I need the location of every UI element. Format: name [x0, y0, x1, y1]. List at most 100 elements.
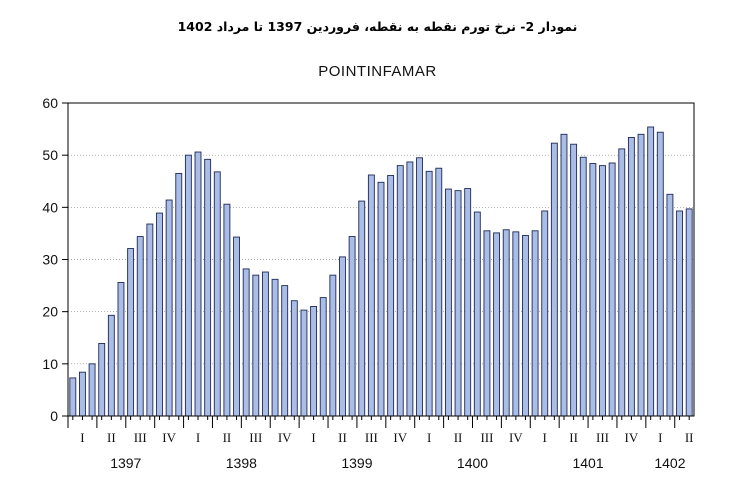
bar: [146, 223, 154, 417]
y-tick-label: 10: [42, 356, 58, 372]
bar: [156, 212, 163, 417]
bar: [454, 190, 462, 417]
year-label: 1397: [110, 455, 141, 471]
bar: [165, 199, 173, 417]
bar: [348, 236, 356, 417]
bar: [579, 156, 587, 417]
bar: [570, 143, 578, 417]
quarter-label: IV: [162, 430, 176, 445]
quarter-label: III: [480, 430, 493, 445]
quarter-label: IV: [278, 430, 292, 445]
bar: [656, 131, 664, 417]
bar: [88, 363, 96, 417]
quarter-label: IV: [509, 430, 523, 445]
page-title: نمودار 2- نرخ تورم نقطه به نقطه، فروردین…: [177, 19, 578, 34]
year-label: 1399: [341, 455, 372, 471]
quarter-label: III: [134, 430, 147, 445]
bar: [252, 274, 260, 417]
bar: [107, 314, 115, 417]
bar: [444, 188, 452, 417]
bar: [69, 377, 77, 417]
y-tick-label: 60: [42, 95, 58, 111]
year-label: 1402: [654, 455, 685, 471]
axes: [62, 102, 695, 428]
bar: [618, 148, 626, 417]
quarter-label: IV: [393, 430, 407, 445]
quarter-label: II: [569, 430, 578, 445]
year-label: 1400: [457, 455, 488, 471]
quarter-label: II: [685, 430, 694, 445]
quarter-label: III: [596, 430, 609, 445]
quarter-label: II: [107, 430, 116, 445]
bar: [647, 126, 655, 417]
bar: [213, 171, 221, 417]
quarter-label: II: [223, 430, 232, 445]
bar: [550, 142, 558, 417]
chart-title: POINTINFAMAR: [318, 63, 437, 80]
bar: [502, 229, 510, 417]
bar: [464, 188, 472, 417]
y-tick-label: 20: [42, 304, 58, 320]
bar: [416, 157, 423, 417]
y-tick-label: 40: [42, 199, 58, 215]
bars: [69, 126, 693, 417]
bar: [627, 136, 635, 417]
bar: [599, 165, 606, 417]
bar: [136, 236, 144, 417]
bar: [339, 256, 346, 417]
quarter-label: I: [658, 430, 662, 445]
y-tick-label: 0: [50, 408, 58, 424]
bar: [194, 151, 202, 417]
bar: [608, 162, 616, 417]
quarter-label: I: [543, 430, 547, 445]
quarter-label: II: [338, 430, 347, 445]
quarter-label: I: [427, 430, 431, 445]
bar: [531, 230, 539, 417]
quarter-label: II: [454, 430, 463, 445]
bar: [310, 306, 318, 417]
bar: [589, 163, 597, 417]
bar: [541, 210, 549, 417]
bar: [425, 170, 433, 417]
bar: [473, 211, 481, 417]
bar: [98, 343, 106, 417]
bar: [184, 154, 192, 417]
bar: [676, 210, 683, 417]
bar: [261, 271, 269, 417]
quarter-label: I: [311, 430, 315, 445]
quarter-label: III: [249, 430, 262, 445]
bar: [367, 174, 375, 417]
bar: [329, 274, 337, 417]
bar: [560, 133, 568, 417]
bar: [127, 248, 135, 417]
bar: [406, 161, 414, 417]
bar: [377, 181, 385, 417]
bar: [233, 236, 240, 417]
bar: [223, 203, 231, 417]
bar: [271, 278, 279, 417]
bar: [242, 268, 250, 417]
bar: [290, 300, 298, 417]
year-label: 1398: [226, 455, 257, 471]
bar: [117, 282, 125, 417]
bar: [637, 133, 645, 417]
bar: [175, 172, 183, 417]
bar: [512, 231, 520, 417]
bar: [493, 232, 501, 417]
quarter-label: I: [196, 430, 200, 445]
bar: [522, 235, 529, 417]
year-label: 1401: [572, 455, 603, 471]
bar: [396, 165, 404, 417]
bar: [435, 167, 443, 417]
y-tick-label: 30: [42, 252, 58, 268]
bar: [483, 230, 491, 417]
bar: [300, 309, 308, 417]
quarter-label: IV: [625, 430, 639, 445]
bar: [319, 297, 327, 417]
bar: [666, 193, 674, 417]
bar: [281, 285, 289, 417]
quarter-label: I: [80, 430, 84, 445]
bar: [79, 371, 86, 417]
